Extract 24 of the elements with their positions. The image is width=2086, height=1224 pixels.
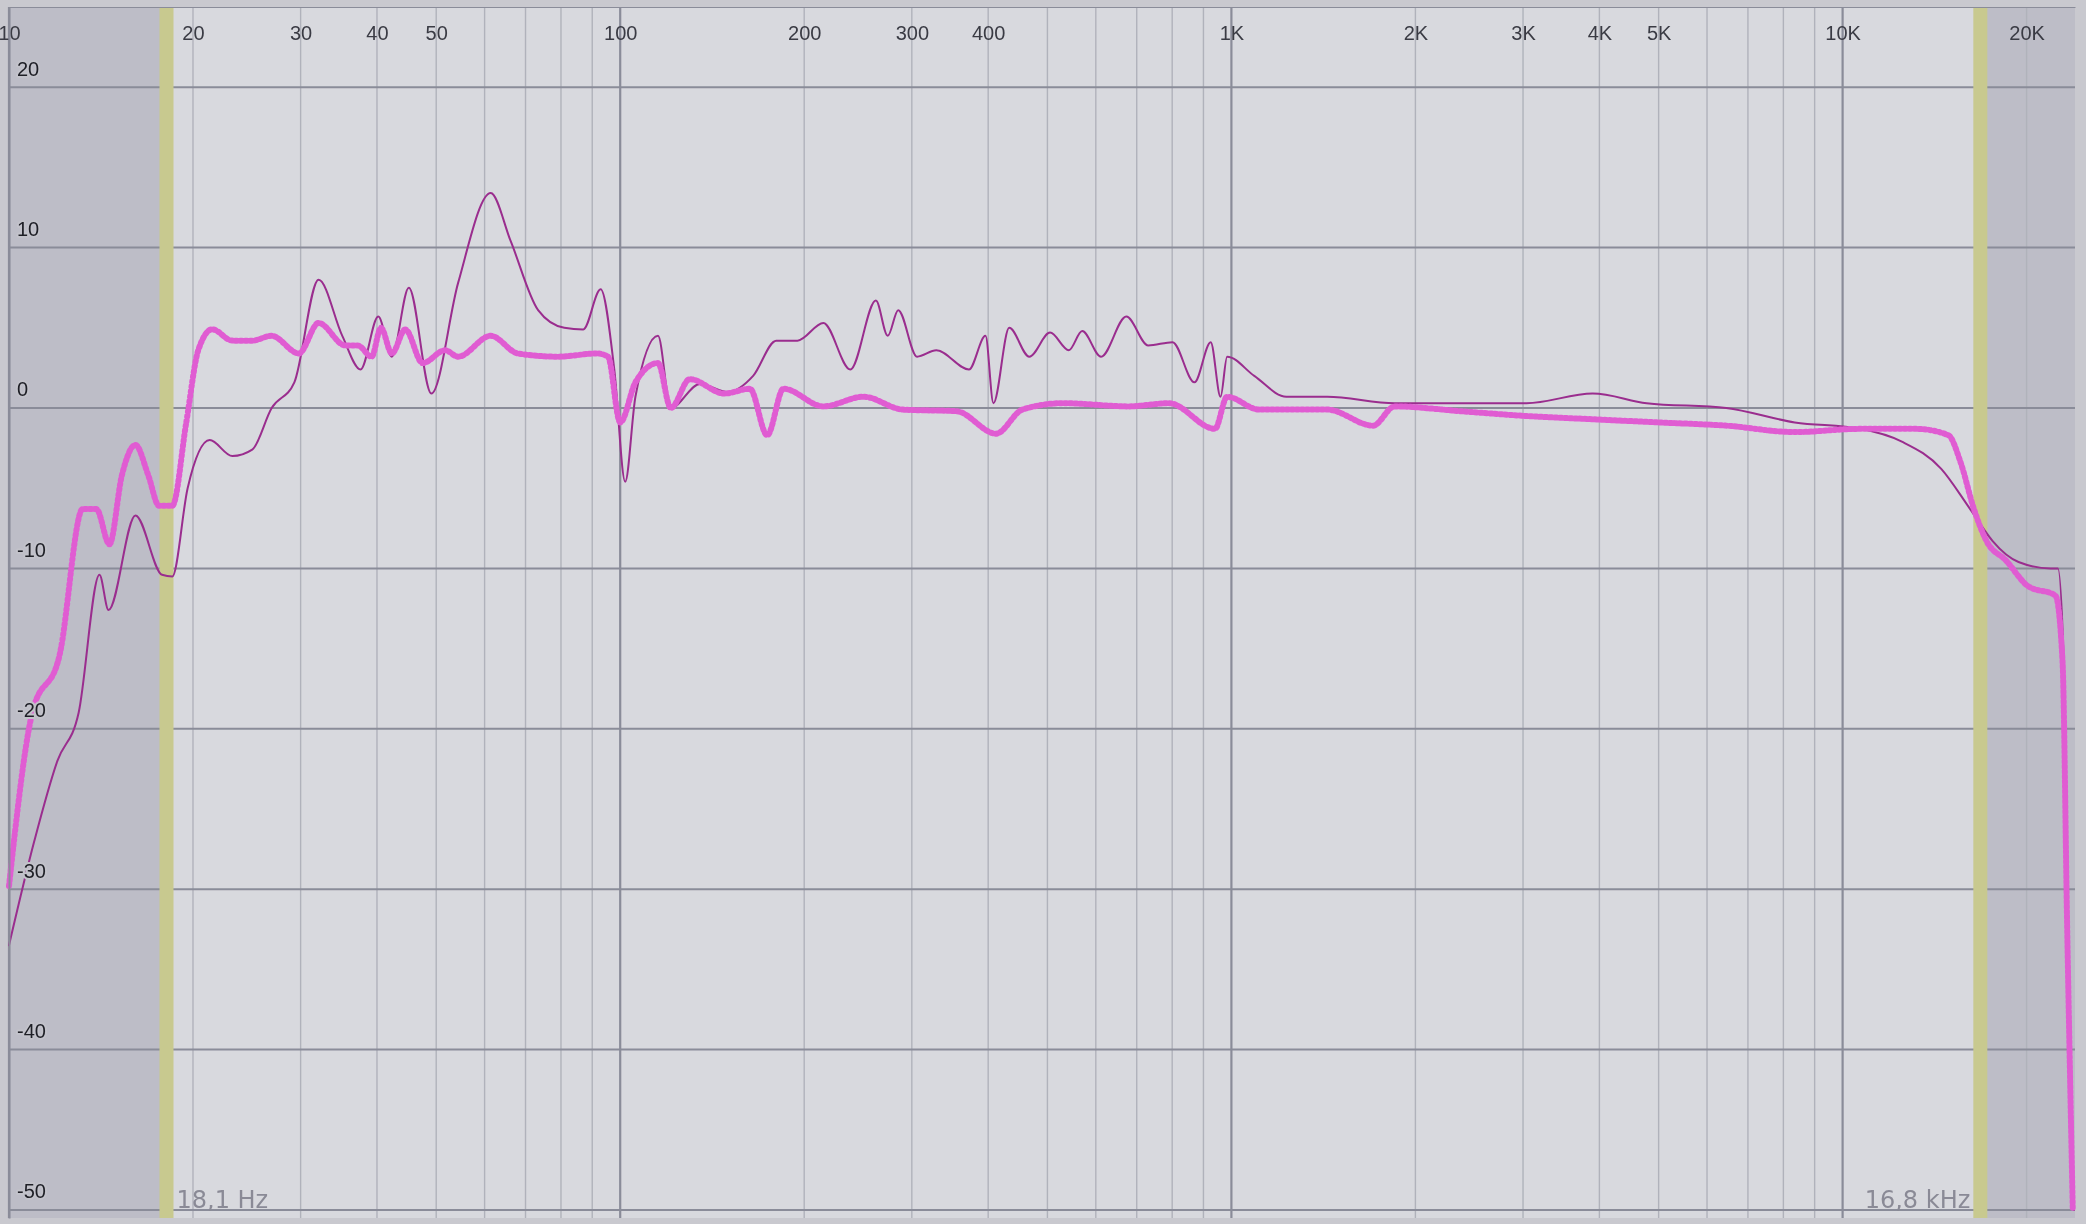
x-tick-label: 200	[788, 22, 822, 44]
x-tick-label: 2K	[1403, 22, 1429, 44]
x-tick-label: 300	[895, 22, 930, 44]
x-tick-label: 50	[425, 22, 448, 44]
y-tick-label: 0	[17, 378, 29, 401]
x-tick-label: 1K	[1219, 22, 1245, 44]
x-tick-label: 5K	[1646, 22, 1673, 44]
y-tick-label: -40	[17, 1020, 46, 1043]
x-tick-label: 3K	[1511, 22, 1537, 44]
x-tick-label: 30	[289, 22, 313, 44]
y-tick-label: -10	[17, 538, 46, 561]
x-tick-label: 20K	[2009, 22, 2046, 44]
x-tick-label: 40	[366, 22, 389, 44]
x-tick-label: 10	[0, 22, 21, 44]
ref-line-label: 16,8 kHz	[1864, 1186, 1971, 1214]
x-tick-label: 4K	[1587, 22, 1613, 44]
x-tick-label: 20	[182, 22, 205, 44]
y-tick-label: 10	[17, 218, 40, 241]
y-tick-label: 20	[17, 57, 40, 80]
y-tick-label: -50	[17, 1180, 46, 1203]
ref-line-label: 18,1 Hz	[176, 1186, 269, 1214]
x-tick-label: 100	[604, 22, 638, 44]
x-tick-label: 10K	[1825, 22, 1862, 44]
x-tick-label: 400	[972, 22, 1006, 44]
